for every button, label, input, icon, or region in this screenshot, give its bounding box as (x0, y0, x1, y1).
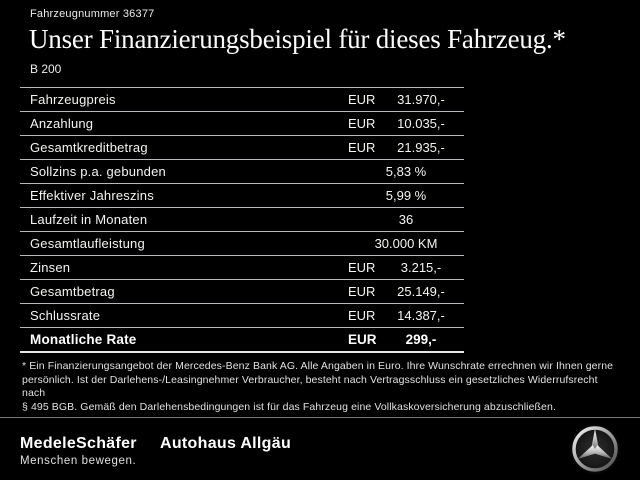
row-label: Sollzins p.a. gebunden (30, 164, 166, 179)
dealer-logo-autohaus-allgaeu: Autohaus Allgäu (160, 435, 292, 452)
dealer-tagline: Menschen bewegen. (20, 455, 137, 467)
footnote: * Ein Finanzierungsangebot der Mercedes-… (22, 360, 622, 414)
row-value: 3.215,- (400, 260, 442, 275)
row-currency: EUR (348, 308, 376, 323)
table-row-effektiver-jahreszins: Effektiver Jahreszins 5,99 % (20, 183, 464, 207)
row-label: Gesamtkreditbetrag (30, 140, 148, 155)
table-row-gesamtkreditbetrag: Gesamtkreditbetrag EUR 21.935,- (20, 135, 464, 159)
finance-table: Fahrzeugpreis EUR 31.970,- Anzahlung EUR 10.… (20, 87, 464, 353)
row-currency: EUR (348, 92, 376, 107)
vehicle-number: Fahrzeugnummer 36377 (30, 8, 155, 20)
row-label: Monatliche Rate (30, 332, 137, 347)
page-title: Unser Finanzierungsbeispiel für dieses F… (29, 24, 566, 54)
row-value: 31.970,- (397, 92, 445, 107)
row-currency: EUR (348, 116, 376, 131)
row-label: Fahrzeugpreis (30, 92, 116, 107)
row-value: 10.035,- (397, 116, 445, 131)
footnote-line-1: * Ein Finanzierungsangebot der Mercedes-… (22, 360, 614, 372)
row-label: Effektiver Jahreszins (30, 188, 154, 203)
row-value: 5,83 % (385, 164, 427, 179)
row-value: 5,99 % (385, 188, 427, 203)
row-value: 30.000 KM (374, 236, 438, 251)
row-label: Gesamtlaufleistung (30, 236, 145, 251)
row-label: Schlussrate (30, 308, 101, 323)
footer-divider (0, 417, 640, 418)
dealer-logo-medele-schaefer: MedeleSchäfer (20, 435, 137, 452)
footer-bar: MedeleSchäfer Menschen bewegen. Autohaus… (0, 418, 640, 480)
footnote-line-2: persönlich. Ist der Darlehens-/Leasingne… (22, 373, 598, 400)
row-currency: EUR (348, 140, 376, 155)
row-value: 36 (398, 212, 414, 227)
row-label: Anzahlung (30, 116, 94, 131)
vehicle-model: B 200 (30, 62, 62, 76)
table-row-gesamtbetrag: Gesamtbetrag EUR 25.149,- (20, 279, 464, 303)
table-row-monatliche-rate: Monatliche Rate EUR 299,- (20, 327, 464, 351)
row-value: 25.149,- (397, 284, 445, 299)
row-label: Zinsen (30, 260, 71, 275)
row-value: 14.387,- (397, 308, 445, 323)
table-row-anzahlung: Anzahlung EUR 10.035,- (20, 111, 464, 135)
table-row-sollzins: Sollzins p.a. gebunden 5,83 % (20, 159, 464, 183)
row-currency: EUR (348, 332, 377, 347)
table-row-laufzeit: Laufzeit in Monaten 36 (20, 207, 464, 231)
footnote-line-3: § 495 BGB. Gemäß den Darlehensbedingunge… (22, 400, 556, 413)
row-label: Gesamtbetrag (30, 284, 115, 299)
row-currency: EUR (348, 284, 376, 299)
table-row-schlussrate: Schlussrate EUR 14.387,- (20, 303, 464, 327)
table-row-fahrzeugpreis: Fahrzeugpreis EUR 31.970,- (20, 87, 464, 111)
table-row-gesamtlaufleistung: Gesamtlaufleistung 30.000 KM (20, 231, 464, 255)
table-row-zinsen: Zinsen EUR 3.215,- (20, 255, 464, 279)
row-currency: EUR (348, 260, 376, 275)
mercedes-star-icon (568, 422, 622, 476)
row-value: 21.935,- (397, 140, 445, 155)
row-label: Laufzeit in Monaten (30, 212, 148, 227)
row-value: 299,- (405, 332, 437, 347)
